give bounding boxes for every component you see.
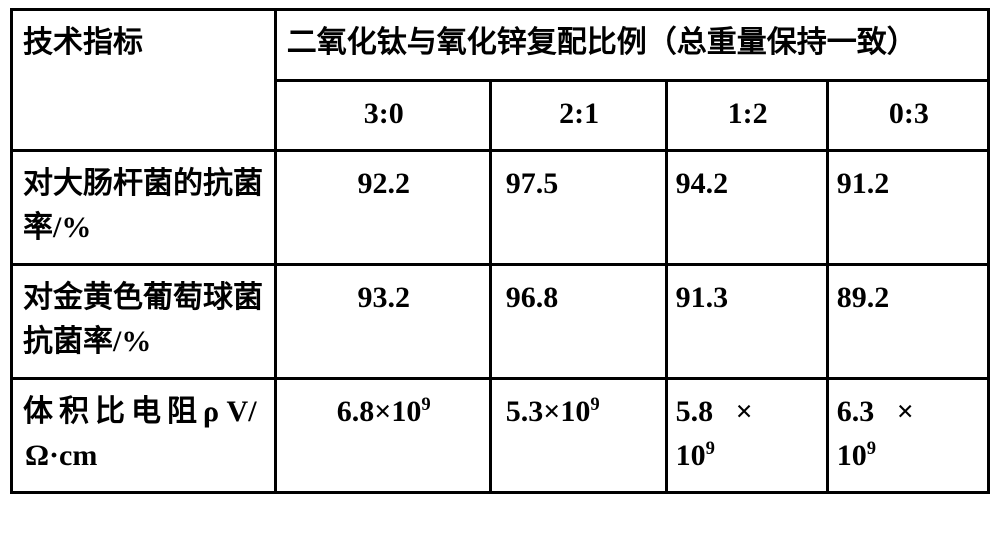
cell: 96.8 <box>490 265 666 379</box>
ratio-col-3: 0:3 <box>827 80 988 151</box>
row-label-main: 体积比电阻 <box>23 395 203 428</box>
header-group-label: 二氧化钛与氧化锌复配比例（总重量保持一致） <box>275 10 988 81</box>
cell: 91.2 <box>827 151 988 265</box>
document-page: { "table": { "type": "table", "border_co… <box>0 0 1000 546</box>
table-row: 体积比电阻ρ V/ Ω·cm 6.8×109 5.3×109 5.8 × 109… <box>12 379 989 493</box>
val-main: 5.8 <box>676 395 714 428</box>
row-label-line2: Ω·cm <box>23 439 97 472</box>
ratio-col-0: 3:0 <box>275 80 490 151</box>
cell: 97.5 <box>490 151 666 265</box>
val-main: 6.8×10 <box>337 395 422 428</box>
cell: 5.3×109 <box>490 379 666 493</box>
val-exp: 9 <box>590 394 599 415</box>
table-row: 对大肠杆菌的抗菌率/% 92.2 97.5 94.2 91.2 <box>12 151 989 265</box>
row-label-ecoli: 对大肠杆菌的抗菌率/% <box>12 151 276 265</box>
ratio-col-2: 1:2 <box>666 80 827 151</box>
cell: 94.2 <box>666 151 827 265</box>
val-exp: 9 <box>867 438 876 459</box>
table-header-row-1: 技术指标 二氧化钛与氧化锌复配比例（总重量保持一致） <box>12 10 989 81</box>
cell: 93.2 <box>275 265 490 379</box>
val-main: 6.3 <box>837 395 875 428</box>
table-row: 对金黄色葡萄球菌抗菌率/% 93.2 96.8 91.3 89.2 <box>12 265 989 379</box>
cell: 6.8×109 <box>275 379 490 493</box>
val-main: 5.3×10 <box>506 395 591 428</box>
val-tail: × <box>736 395 753 428</box>
cell: 89.2 <box>827 265 988 379</box>
row-label-staph: 对金黄色葡萄球菌抗菌率/% <box>12 265 276 379</box>
row-label-tail: ρ V/ <box>203 395 257 428</box>
ratio-col-1: 2:1 <box>490 80 666 151</box>
cell: 91.3 <box>666 265 827 379</box>
data-table: 技术指标 二氧化钛与氧化锌复配比例（总重量保持一致） 3:0 2:1 1:2 0… <box>10 8 990 494</box>
val-line2: 10 <box>676 439 706 472</box>
val-exp: 9 <box>706 438 715 459</box>
cell: 5.8 × 109 <box>666 379 827 493</box>
header-row-label: 技术指标 <box>12 10 276 151</box>
cell: 6.3 × 109 <box>827 379 988 493</box>
cell: 92.2 <box>275 151 490 265</box>
val-line2: 10 <box>837 439 867 472</box>
row-label-resistivity: 体积比电阻ρ V/ Ω·cm <box>12 379 276 493</box>
val-tail: × <box>897 395 914 428</box>
val-exp: 9 <box>421 394 430 415</box>
